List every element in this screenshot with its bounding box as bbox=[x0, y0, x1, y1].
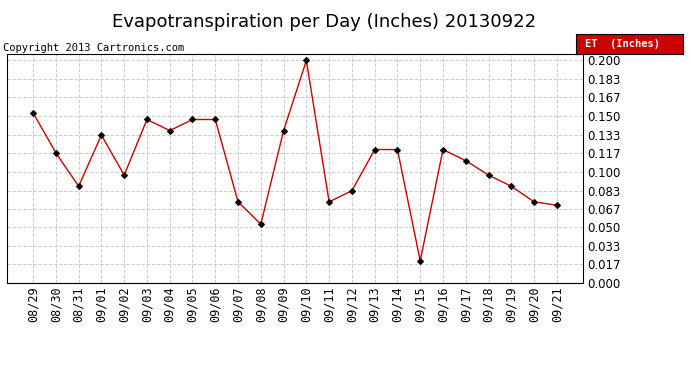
Point bbox=[483, 172, 494, 178]
Point bbox=[141, 117, 152, 123]
Point bbox=[50, 150, 61, 156]
Point bbox=[529, 199, 540, 205]
Point bbox=[506, 183, 517, 189]
Point bbox=[346, 188, 357, 194]
Point bbox=[164, 128, 175, 134]
Point bbox=[278, 128, 289, 134]
Point bbox=[96, 132, 107, 138]
Text: ET  (Inches): ET (Inches) bbox=[584, 39, 660, 49]
Text: Copyright 2013 Cartronics.com: Copyright 2013 Cartronics.com bbox=[3, 43, 185, 53]
Point bbox=[369, 147, 380, 153]
Text: Evapotranspiration per Day (Inches) 20130922: Evapotranspiration per Day (Inches) 2013… bbox=[112, 13, 536, 31]
Point bbox=[210, 117, 221, 123]
Point bbox=[119, 172, 130, 178]
Point bbox=[255, 221, 266, 227]
Point bbox=[460, 158, 471, 164]
Point bbox=[324, 199, 335, 205]
Point bbox=[415, 258, 426, 264]
Point bbox=[437, 147, 448, 153]
Point bbox=[551, 202, 562, 208]
Point bbox=[301, 57, 312, 63]
Point bbox=[187, 117, 198, 123]
Point bbox=[392, 147, 403, 153]
Point bbox=[233, 199, 244, 205]
Point bbox=[73, 183, 84, 189]
Point bbox=[28, 110, 39, 116]
